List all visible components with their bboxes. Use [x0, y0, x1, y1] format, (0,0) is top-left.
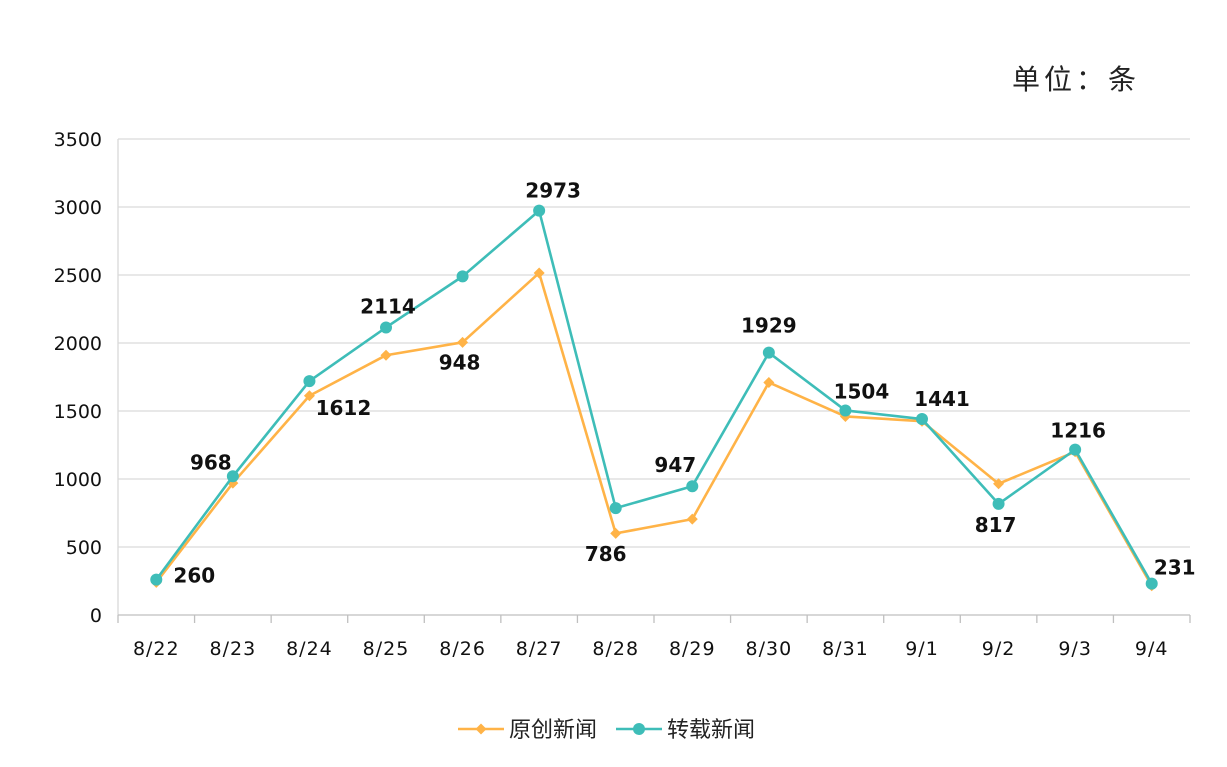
legend-marker [633, 723, 645, 735]
y-tick-label: 3500 [54, 129, 102, 151]
y-tick-label: 2000 [54, 333, 102, 355]
y-tick-label: 500 [66, 537, 102, 559]
x-tick-label: 9/2 [982, 638, 1016, 660]
y-tick-label: 1000 [54, 469, 102, 491]
data-label: 817 [975, 513, 1017, 537]
x-tick-label: 8/22 [133, 638, 180, 660]
data-label: 260 [173, 564, 215, 588]
y-tick-label: 1500 [54, 401, 102, 423]
series-line-1 [155, 209, 1153, 585]
x-tick-label: 8/31 [822, 638, 869, 660]
data-point-marker [763, 376, 775, 388]
data-point-marker [380, 349, 392, 361]
series-group [150, 204, 1158, 592]
data-point-marker [226, 470, 239, 483]
y-axis-ticks: 0 500 1000 1500 2000 2500 3000 3500 [54, 129, 102, 627]
x-tick-label: 9/1 [905, 638, 939, 660]
axes [117, 139, 1190, 616]
data-label: 1612 [316, 396, 372, 420]
data-labels: 260 968 1612 2114 948 2973 786 947 1929 1504 1441 8… [173, 179, 1195, 588]
series-line-0 [155, 271, 1153, 587]
data-point-marker [1145, 577, 1158, 590]
x-tick-label: 9/3 [1058, 638, 1092, 660]
x-tick-label: 8/30 [746, 638, 793, 660]
x-tick-label: 8/23 [210, 638, 257, 660]
data-point-marker [992, 497, 1005, 510]
data-label: 948 [439, 350, 481, 374]
data-point-marker [839, 404, 852, 417]
data-point-marker [380, 321, 392, 334]
data-point-marker [916, 413, 928, 426]
data-label: 2114 [360, 294, 416, 318]
y-tick-label: 3000 [54, 197, 102, 219]
x-tick-label: 8/25 [363, 638, 410, 660]
data-point-marker [150, 573, 163, 586]
data-label: 1504 [834, 379, 890, 403]
grid-lines [118, 138, 1190, 548]
data-point-marker [533, 204, 546, 217]
y-tick-label: 0 [90, 605, 102, 627]
x-tick-label: 8/27 [516, 638, 563, 660]
data-point-marker [993, 478, 1005, 490]
data-label: 2973 [525, 179, 581, 203]
data-point-marker [456, 270, 469, 283]
data-point-marker [1069, 443, 1082, 456]
data-point-marker [457, 336, 469, 348]
x-tick-label: 8/24 [286, 638, 333, 660]
y-tick-label: 2500 [54, 265, 102, 287]
data-label: 1441 [914, 387, 970, 411]
data-label: 231 [1154, 556, 1196, 580]
data-point-marker [610, 527, 622, 539]
x-tick-label: 8/29 [669, 638, 716, 660]
data-label: 1929 [741, 314, 797, 338]
data-point-marker [533, 267, 545, 279]
legend-label: 转载新闻 [667, 718, 755, 743]
data-point-marker [609, 502, 622, 515]
x-tick-label: 8/26 [439, 638, 486, 660]
unit-label: 单位：条 [1012, 63, 1141, 96]
data-point-marker [762, 346, 775, 359]
data-point-marker [686, 513, 698, 525]
data-label: 786 [585, 542, 627, 566]
data-point-marker [303, 375, 316, 388]
legend-label: 原创新闻 [509, 718, 597, 743]
data-point-marker [686, 480, 699, 493]
data-label: 947 [654, 453, 696, 477]
data-label: 1216 [1050, 419, 1106, 443]
data-label: 968 [190, 450, 232, 474]
x-tick-label: 8/28 [592, 638, 639, 660]
legend: 原创新闻 转载新闻 [458, 718, 755, 743]
x-tick-label: 9/4 [1135, 638, 1169, 660]
legend-marker [475, 723, 487, 735]
x-axis-ticks: 8/22 8/23 8/24 8/25 8/26 8/27 8/28 8/29 8/30 8/31… [117, 615, 1191, 660]
data-point-marker [303, 390, 315, 402]
